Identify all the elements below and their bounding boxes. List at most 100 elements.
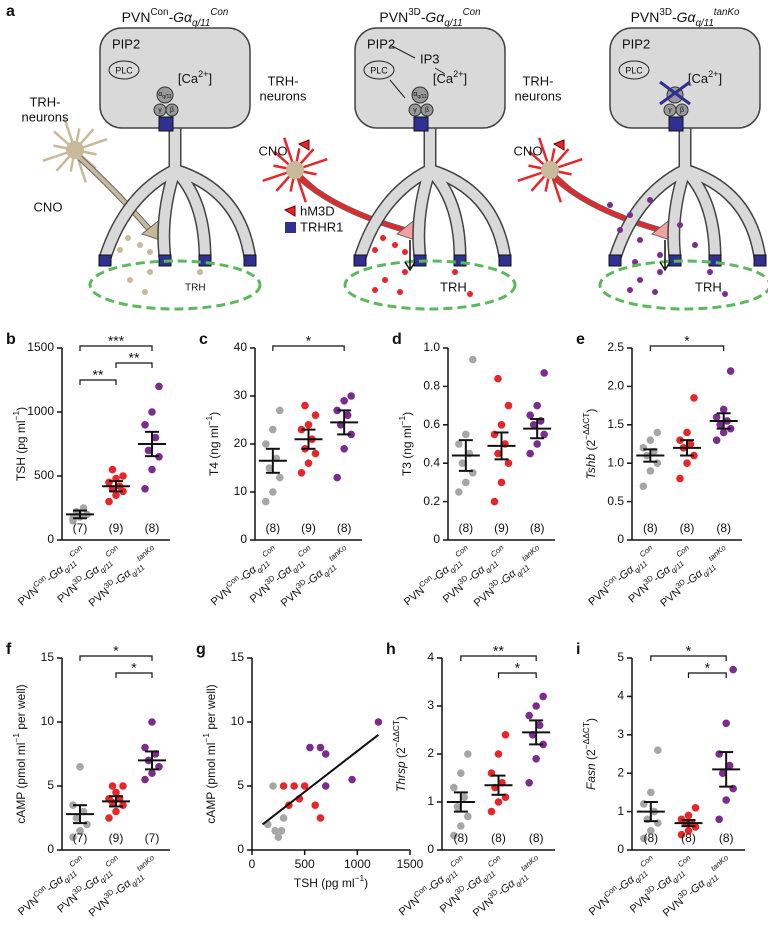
data-point — [144, 446, 153, 455]
text-part: q/11 — [670, 869, 687, 885]
data-point — [300, 782, 309, 790]
significance-label: * — [131, 660, 137, 676]
n-label: (8) — [458, 521, 473, 535]
n-label: (8) — [491, 831, 506, 845]
vesicle — [117, 247, 123, 253]
x-axis-label: TSH (pg ml−1) — [294, 873, 368, 890]
data-point — [501, 731, 510, 739]
n-label: (8) — [529, 831, 544, 845]
y-axis-label: Thrsp (2−ΔΔCT) — [391, 716, 408, 792]
text-part: q/11 — [129, 873, 146, 889]
n-label: (8) — [530, 521, 545, 535]
text-part: tanKo — [135, 852, 157, 872]
significance-label: * — [515, 660, 521, 676]
soma — [66, 141, 84, 159]
significance-bracket — [115, 362, 153, 368]
data-point — [725, 761, 734, 770]
significance-label: ** — [493, 643, 504, 659]
significance-label: * — [306, 333, 312, 349]
data-point — [301, 401, 309, 410]
trhr1-receptor — [498, 254, 512, 267]
cno-label: CNO — [514, 143, 543, 158]
data-point — [487, 807, 496, 816]
y-tick-label: 0.5 — [607, 494, 624, 508]
n-label: (8) — [643, 831, 658, 845]
g-beta — [420, 103, 434, 117]
data-point — [646, 467, 655, 475]
cno-label: CNO — [259, 143, 288, 158]
n-label: (8) — [719, 831, 734, 845]
data-point — [455, 440, 463, 448]
n-label: (8) — [145, 521, 160, 535]
data-point — [677, 830, 686, 839]
text-part: Con — [448, 853, 465, 869]
y-tick-label: 1500 — [27, 340, 54, 354]
significance-label: ** — [93, 367, 104, 383]
trh-molecule — [127, 277, 133, 283]
text-part: (2 — [584, 440, 598, 454]
text-part: (2 — [584, 749, 598, 763]
trh-molecule — [657, 269, 663, 275]
diagram-column: PVN3D-Gαq/11ConTRH-neuronsCNOPIP2PLC[Ca2… — [259, 7, 517, 311]
data-point — [311, 449, 320, 458]
data-point — [155, 382, 163, 391]
text-part: q/11 — [669, 559, 686, 575]
column-title: PVNCon-Gαq/11Con — [122, 7, 229, 29]
text-part: ) — [400, 412, 414, 416]
y-tick-label: 30 — [234, 388, 248, 402]
y-tick-label: 4 — [617, 689, 624, 703]
data-point — [639, 482, 648, 491]
data-point — [108, 782, 117, 790]
data-point — [279, 782, 288, 790]
y-axis-label: cAMP (pmol ml−1 per well) — [11, 684, 28, 823]
pip2-label: PIP2 — [112, 36, 140, 51]
g-beta-label: β — [680, 107, 684, 114]
plc — [108, 60, 140, 80]
data-point — [141, 743, 149, 752]
trh-molecule — [707, 269, 713, 275]
y-tick-label: 2.5 — [607, 340, 624, 354]
data-point — [290, 782, 298, 790]
data-point — [462, 430, 470, 439]
hm3d-receptor — [552, 139, 565, 151]
panel-label: f — [6, 641, 12, 658]
x-tick-label: 500 — [295, 857, 315, 871]
text-part: −1 — [11, 411, 21, 421]
data-point — [269, 782, 277, 790]
data-point — [686, 440, 695, 448]
trh-molecule — [637, 277, 643, 283]
data-point — [374, 718, 383, 726]
data-point — [722, 796, 730, 804]
data-point — [525, 711, 533, 720]
x-tick-label: 1000 — [344, 857, 371, 871]
median-eminence — [88, 259, 262, 311]
y-tick-label: 1 — [617, 804, 624, 818]
trh-molecule — [197, 269, 203, 275]
text-part: q/11 — [255, 559, 272, 575]
plc-label: PLC — [115, 65, 133, 75]
text-part: q/11 — [633, 869, 650, 885]
data-point — [151, 433, 160, 442]
data-point — [112, 788, 120, 797]
pvn-soma — [354, 27, 506, 129]
text-part: Con — [676, 853, 693, 869]
data-point — [676, 474, 684, 483]
data-point — [715, 815, 723, 824]
data-point — [262, 497, 270, 506]
text-part: tanKo — [327, 542, 349, 562]
y-tick-label: 500 — [34, 468, 54, 482]
data-point — [719, 428, 728, 437]
text-part: q/11 — [321, 563, 338, 579]
ip3-label: IP3 — [420, 51, 440, 66]
branch — [158, 165, 180, 263]
text-part: ) — [584, 718, 598, 722]
text-part: −1 — [11, 733, 21, 743]
vesicle — [380, 235, 386, 241]
g-gamma-label: γ — [413, 107, 417, 114]
text-part: tanKo — [709, 852, 731, 872]
data-point — [535, 721, 544, 729]
data-point — [639, 444, 648, 452]
text-part: ) — [584, 409, 598, 413]
data-point — [279, 814, 288, 822]
text-part: q/11 — [514, 563, 531, 579]
